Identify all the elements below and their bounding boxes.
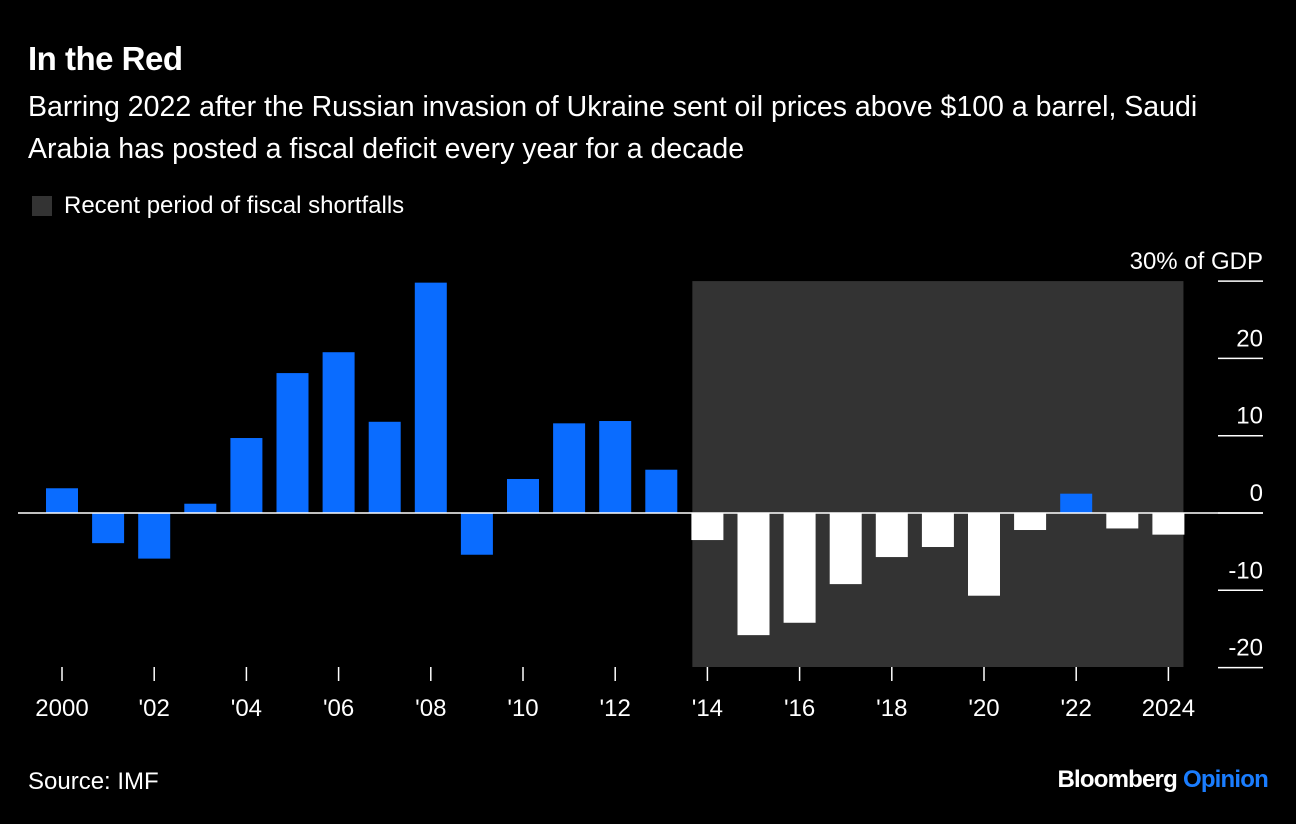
source-note: Source: IMF (28, 768, 159, 795)
x-tick-label-2010: '10 (507, 695, 538, 722)
legend: Recent period of fiscal shortfalls (32, 192, 404, 220)
x-tick-label-2008: '08 (415, 695, 446, 722)
bar-2022 (1060, 493, 1093, 513)
bar-2005 (276, 373, 309, 513)
x-tick-label-2024: 2024 (1142, 695, 1195, 722)
y-tick-label--10: -10 (1228, 557, 1263, 584)
y-tick-label--20: -20 (1228, 635, 1263, 662)
brand-name: Bloomberg (1057, 766, 1177, 793)
bar-2023 (1106, 513, 1139, 529)
brand-logo: Bloomberg Opinion (1057, 766, 1268, 794)
bar-2013 (645, 469, 678, 513)
bar-2011 (553, 423, 586, 513)
y-tick-label-10: 10 (1236, 403, 1263, 430)
bar-2017 (829, 513, 862, 585)
shaded-period-region (692, 281, 1184, 667)
chart-title: In the Red (28, 40, 183, 77)
y-tick-label-0: 0 (1250, 480, 1263, 507)
x-tick-label-2012: '12 (600, 695, 631, 722)
bar-2024 (1152, 513, 1185, 535)
x-tick-label-2022: '22 (1061, 695, 1092, 722)
bar-2018 (875, 513, 908, 558)
chart-subtitle: Barring 2022 after the Russian invasion … (28, 91, 1198, 165)
y-tick-label-30: 30% of GDP (1130, 248, 1263, 275)
bar-2008 (414, 282, 447, 513)
bar-2014 (691, 513, 724, 541)
bar-2009 (460, 513, 493, 555)
x-tick-label-2018: '18 (876, 695, 907, 722)
bar-2007 (368, 421, 401, 513)
legend-label: Recent period of fiscal shortfalls (64, 192, 405, 219)
x-tick-label-2000: 2000 (35, 695, 88, 722)
x-tick-label-2002: '02 (139, 695, 170, 722)
bar-2020 (968, 513, 1000, 596)
bar-2016 (783, 513, 816, 623)
x-tick-label-2014: '14 (692, 695, 723, 722)
x-tick-label-2004: '04 (231, 695, 262, 722)
x-tick-label-2006: '06 (323, 695, 354, 722)
bar-2004 (230, 438, 263, 513)
brand-suffix: Opinion (1182, 766, 1269, 793)
bar-2010 (507, 478, 539, 513)
bar-2015 (737, 513, 770, 636)
bar-2000 (46, 488, 78, 513)
y-tick-label-20: 20 (1236, 325, 1263, 352)
bar-2001 (92, 513, 125, 544)
legend-swatch (32, 196, 52, 216)
bar-2003 (184, 503, 217, 513)
bar-2021 (1014, 513, 1047, 531)
bar-2002 (138, 513, 171, 559)
x-tick-label-2016: '16 (784, 695, 815, 722)
bar-2012 (599, 421, 632, 513)
bar-2006 (322, 352, 355, 513)
bar-2019 (921, 513, 954, 548)
x-tick-label-2020: '20 (968, 695, 999, 722)
